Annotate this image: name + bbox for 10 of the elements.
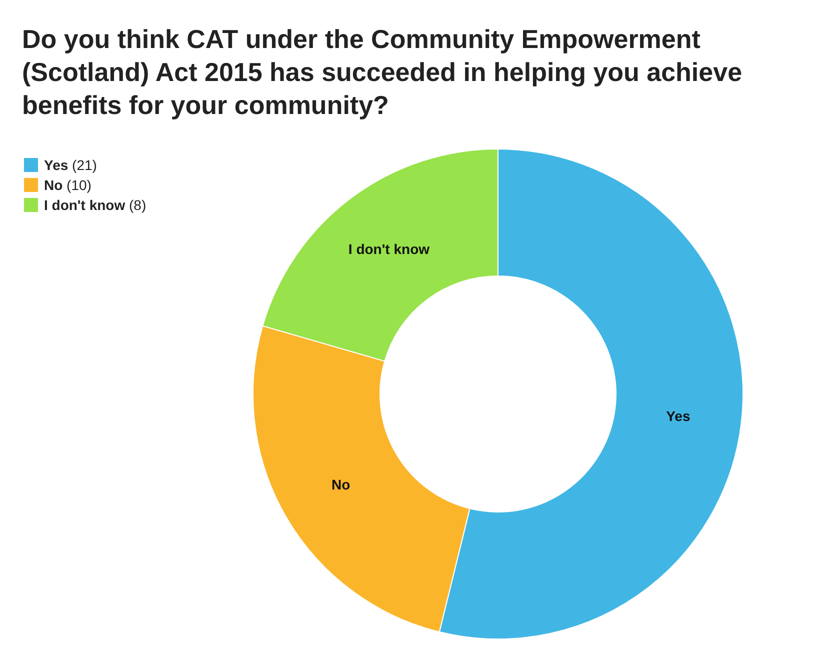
- slice-label: I don't know: [348, 240, 430, 257]
- legend-label: Yes: [44, 157, 68, 173]
- chart-title: Do you think CAT under the Community Empowerment (Scotland) Act 2015 has succeeded in helping you achieve benefits for your community?: [22, 24, 742, 120]
- data-label: (10): [62, 177, 92, 193]
- slice-label: No: [331, 476, 350, 493]
- data-label: (8): [125, 197, 146, 213]
- data-label: (21): [68, 157, 97, 173]
- legend-label: I don't know: [44, 197, 126, 213]
- legend-label: No: [44, 177, 63, 193]
- slice-label: Yes: [666, 408, 690, 424]
